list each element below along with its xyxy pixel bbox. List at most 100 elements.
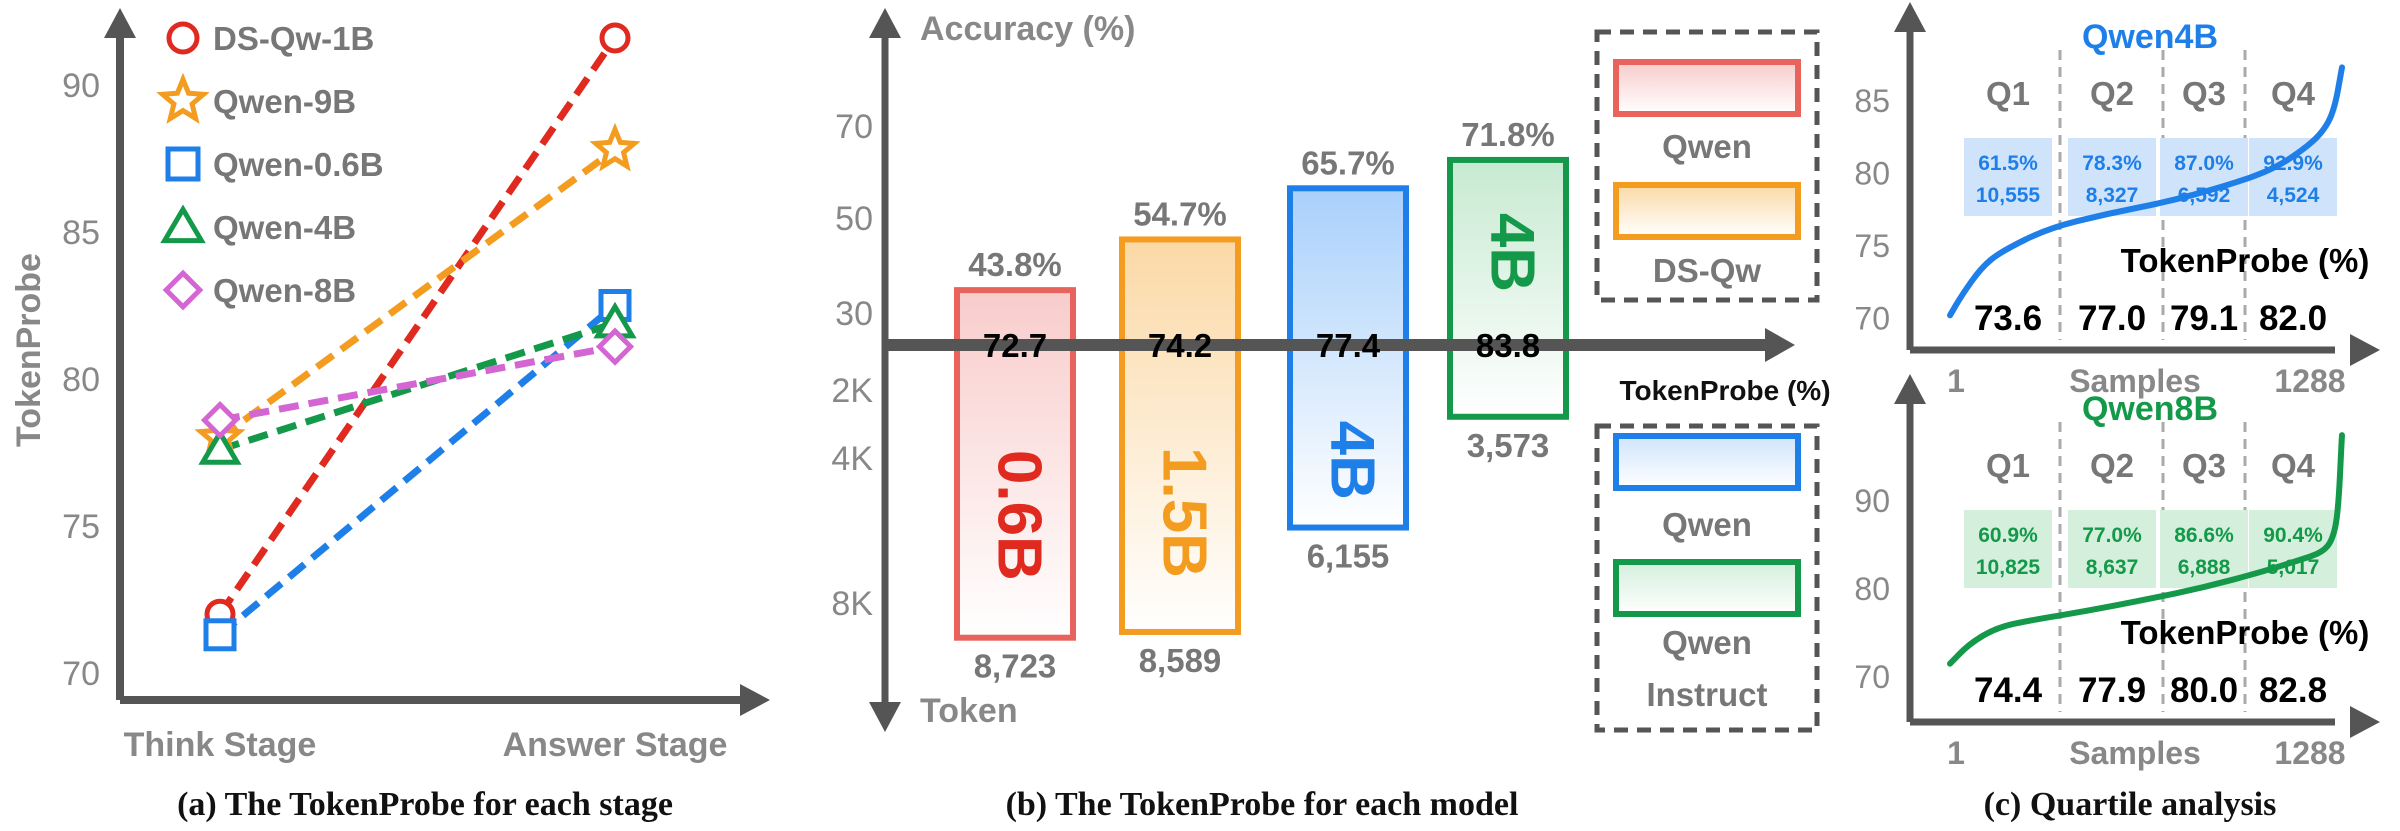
- a-legend-marker: [166, 21, 200, 55]
- b-accuracy-label: 54.7%: [1133, 195, 1227, 232]
- c-quartile-accuracy: 78.3%: [2082, 152, 2142, 175]
- c-quartile-tokenprobe: 79.1: [2170, 299, 2238, 338]
- c-quartile-box: [1964, 138, 2052, 216]
- c-quartile-token-count: 8,637: [2086, 556, 2139, 579]
- a-data-point: [200, 401, 240, 440]
- c-quartile-name: Q4: [2271, 75, 2316, 112]
- c-x-tick-label: 1288: [2274, 363, 2345, 399]
- c-y-tick-label: 75: [1854, 228, 1890, 264]
- a-caption: (a) The TokenProbe for each stage: [177, 786, 673, 823]
- a-legend-marker: [160, 204, 206, 244]
- c-quartile-token-count: 10,555: [1976, 184, 2041, 207]
- c-quartile-tokenprobe: 82.8: [2259, 671, 2327, 710]
- a-legend-marker: [162, 269, 204, 311]
- b-accuracy-tick: 70: [835, 108, 873, 146]
- c-quartile-accuracy: 77.0%: [2082, 524, 2142, 547]
- b-tokenprobe-value: 77.4: [1316, 327, 1381, 364]
- a-series-line: [219, 343, 616, 424]
- c-quartile-box: [2068, 510, 2156, 588]
- b-legend-label: Qwen: [1662, 128, 1752, 165]
- c-chart-title: Qwen4B: [2082, 18, 2218, 56]
- a-legend-label: Qwen-8B: [213, 272, 356, 309]
- c-x-tick-label: 1288: [2274, 735, 2345, 771]
- b-token-tick: 4K: [831, 440, 873, 478]
- c-quartile-tokenprobe: 77.9: [2078, 671, 2146, 710]
- c-quartile-accuracy: 61.5%: [1978, 152, 2038, 175]
- c-y-tick-label: 85: [1854, 83, 1890, 119]
- b-bar: [1287, 185, 1409, 531]
- b-accuracy-tick: 30: [835, 295, 873, 333]
- a-y-tick-label: 70: [62, 655, 100, 693]
- c-quartile-name: Q3: [2182, 447, 2226, 484]
- c-x-axis-label: Samples: [2069, 363, 2201, 399]
- panel-c-quartile-charts: 70 75 80 85 Qwen4B Q1 61.5% 10,555 73.6 Q2 78.3% 8,…: [1854, 2, 2380, 823]
- c-quartile-tokenprobe: 73.6: [1974, 299, 2042, 338]
- c-y-arrow: [1894, 374, 1926, 404]
- a-series-line: [218, 319, 617, 453]
- b-legend-label: DS-Qw: [1653, 252, 1762, 289]
- b-legend-label: Qwen: [1662, 624, 1752, 661]
- b-legend-swatch: [1613, 559, 1801, 617]
- b-legend-swatch: [1613, 59, 1801, 117]
- a-y-axis-label: TokenProbe: [10, 253, 48, 447]
- c-quartile-name: Q4: [2271, 447, 2316, 484]
- b-y-arrow-top: [869, 8, 901, 38]
- b-legend-lower-frame: [1594, 423, 1820, 733]
- a-legend-label: DS-Qw-1B: [213, 20, 374, 57]
- c-chart-title: Qwen8B: [2082, 390, 2218, 428]
- c-y-arrow: [1894, 2, 1926, 32]
- b-model-size-label: 1.5B: [1150, 447, 1219, 578]
- b-legend-label: Instruct: [1646, 676, 1767, 713]
- c-quartile-tokenprobe: 77.0: [2078, 299, 2146, 338]
- a-data-point: [595, 327, 635, 366]
- a-legend-marker: [156, 72, 210, 124]
- a-legend-label: Qwen-0.6B: [213, 146, 384, 183]
- b-token-count-label: 8,589: [1139, 642, 1222, 679]
- a-x-tick-label: Think Stage: [124, 726, 317, 764]
- c-quartile-box: [2160, 138, 2248, 216]
- c-quartile-box: [1964, 510, 2052, 588]
- a-x-tick-label: Answer Stage: [503, 726, 728, 764]
- b-accuracy-label: 65.7%: [1301, 144, 1395, 181]
- a-y-tick-label: 75: [62, 508, 100, 546]
- c-quartile-name: Q2: [2090, 75, 2134, 112]
- b-token-label: Token: [920, 692, 1018, 730]
- c-quartile-tokenprobe: 82.0: [2259, 299, 2327, 338]
- c-quartile-name: Q1: [1986, 447, 2030, 484]
- a-data-point: [203, 618, 237, 652]
- c-y-tick-label: 80: [1854, 571, 1890, 607]
- b-accuracy-label: Accuracy (%): [920, 10, 1135, 48]
- c-y-tick-label: 70: [1854, 300, 1890, 336]
- a-data-point: [589, 122, 641, 172]
- b-legend-upper-frame: [1594, 29, 1820, 303]
- a-series-line: [217, 146, 618, 441]
- c-quartile-name: Q3: [2182, 75, 2226, 112]
- a-legend-label: Qwen-4B: [213, 209, 356, 246]
- a-y-tick-label: 85: [62, 214, 100, 252]
- a-series-line: [217, 35, 618, 617]
- c-x-arrow: [2350, 334, 2380, 366]
- b-tokenprobe-value: 72.7: [983, 327, 1047, 364]
- c-x-axis-label: Samples: [2069, 735, 2201, 771]
- a-y-arrow: [104, 8, 136, 38]
- c-sorted-curve: [1947, 432, 2345, 667]
- b-tokenprobe-axis-label: TokenProbe (%): [1619, 375, 1830, 406]
- b-token-count-label: 6,155: [1307, 538, 1390, 575]
- c-y-tick-label: 70: [1854, 659, 1890, 695]
- b-token-count-label: 8,723: [974, 648, 1057, 685]
- panel-b-model-chart: Accuracy (%) Token 30 50 70 2K 4K 8K 43.8% 8,7…: [831, 8, 1831, 823]
- a-data-point: [599, 22, 631, 54]
- b-legend-label: Qwen: [1662, 506, 1752, 543]
- b-token-tick: 8K: [831, 585, 873, 623]
- c-quartile-accuracy: 87.0%: [2174, 152, 2234, 175]
- c-quartile-tokenprobe: 80.0: [2170, 671, 2238, 710]
- b-accuracy-label: 71.8%: [1461, 116, 1555, 153]
- c-x-tick-label: 1: [1947, 735, 1965, 771]
- a-legend-label: Qwen-9B: [213, 83, 356, 120]
- a-y-tick-label: 90: [62, 67, 100, 105]
- b-legend-swatch: [1613, 182, 1801, 240]
- c-quartile-tokenprobe: 74.4: [1974, 671, 2043, 710]
- c-metric-label: TokenProbe (%): [2121, 242, 2370, 279]
- panel-a-stage-chart: TokenProbe 70 75 80 85 90 Think Stage Answer …: [10, 8, 770, 823]
